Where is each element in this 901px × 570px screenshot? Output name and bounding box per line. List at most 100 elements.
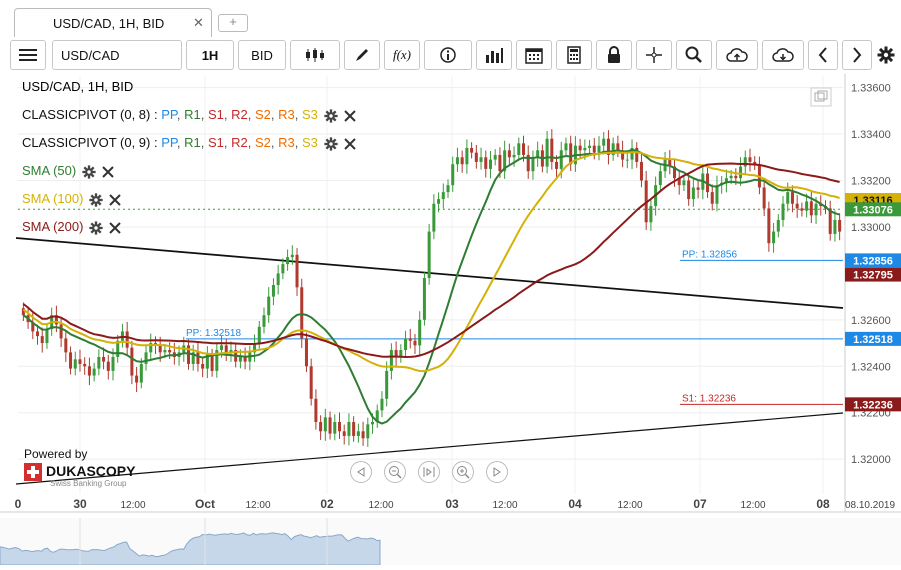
- candle: [597, 145, 601, 153]
- gear-icon[interactable]: [89, 192, 104, 207]
- add-tab-button[interactable]: +: [218, 14, 248, 32]
- separator: ,: [200, 107, 208, 122]
- expand-chart-button[interactable]: [810, 87, 832, 107]
- zoom-in-button[interactable]: [452, 461, 474, 483]
- chart-type-button[interactable]: [290, 40, 340, 70]
- zoom-out-icon: [389, 466, 402, 479]
- hamburger-icon: [19, 49, 37, 61]
- side-select[interactable]: BID: [238, 40, 286, 70]
- price-marker: [845, 202, 901, 217]
- candle: [602, 138, 606, 146]
- upload-button[interactable]: [716, 40, 758, 70]
- gear-icon[interactable]: [324, 136, 338, 151]
- pivot-indicator-row: CLASSICPIVOT (0, 9) : PP, R1, S1, R2, S2…: [22, 134, 356, 152]
- bar-chart-icon: [486, 48, 503, 63]
- zoom-button[interactable]: [676, 40, 712, 70]
- candle: [776, 219, 780, 232]
- indicators-button[interactable]: f(x): [384, 40, 420, 70]
- menu-button[interactable]: [10, 40, 46, 70]
- candle: [59, 324, 63, 339]
- scroll-left-button[interactable]: [808, 40, 838, 70]
- separator: ,: [294, 107, 302, 122]
- pivot-level-label: R1: [184, 135, 201, 150]
- candle: [385, 370, 389, 399]
- price-chart[interactable]: 1.33600 1.33400 1.33200 1.33000 1.32600 1.324…: [0, 74, 901, 566]
- zoom-in-icon: [457, 466, 470, 479]
- close-icon[interactable]: [109, 193, 122, 206]
- chart-tab[interactable]: USD/CAD, 1H, BID ✕: [14, 8, 212, 37]
- candle: [281, 264, 285, 274]
- scroll-right-button[interactable]: [842, 40, 872, 70]
- calculator-button[interactable]: [556, 40, 592, 70]
- candle: [677, 178, 681, 186]
- candle: [399, 350, 403, 357]
- fit-button[interactable]: [418, 461, 440, 483]
- period-select[interactable]: 1H: [186, 40, 234, 70]
- candle: [658, 171, 662, 186]
- fx-label: f(x): [392, 47, 412, 62]
- candle: [78, 359, 82, 364]
- x-tick-label: 07: [693, 497, 707, 511]
- draw-button[interactable]: [344, 40, 380, 70]
- candle: [606, 138, 610, 155]
- gear-icon[interactable]: [82, 164, 96, 179]
- candle: [191, 352, 195, 364]
- candle: [87, 366, 91, 376]
- side-value: BID: [251, 47, 273, 63]
- candle: [144, 352, 148, 364]
- candle: [427, 231, 431, 279]
- crosshair-button[interactable]: [636, 40, 672, 70]
- sma-indicator-row: SMA (50): [22, 162, 114, 180]
- candle: [201, 363, 205, 369]
- close-icon[interactable]: [344, 137, 356, 150]
- zoom-out-button[interactable]: [384, 461, 406, 483]
- download-button[interactable]: [762, 40, 804, 70]
- lock-button[interactable]: [596, 40, 632, 70]
- candle: [762, 187, 766, 209]
- candle: [125, 331, 129, 348]
- candle: [267, 296, 271, 316]
- info-button[interactable]: [424, 40, 472, 70]
- candle: [276, 273, 280, 285]
- candle: [649, 206, 653, 223]
- nav-forward-button[interactable]: [486, 461, 508, 483]
- candle: [555, 161, 559, 169]
- price-marker-label: 1.32856: [853, 255, 893, 267]
- candle: [531, 157, 535, 172]
- chart-area[interactable]: 1.33600 1.33400 1.33200 1.33000 1.32600 1.324…: [0, 74, 901, 570]
- candle: [215, 350, 219, 371]
- close-icon[interactable]: ✕: [193, 15, 204, 30]
- candle: [616, 143, 620, 151]
- gear-icon[interactable]: [89, 220, 104, 235]
- candle: [342, 431, 346, 436]
- candle: [729, 175, 733, 179]
- calendar-button[interactable]: [516, 40, 552, 70]
- candle: [838, 219, 842, 232]
- instrument-select[interactable]: USD/CAD: [52, 40, 182, 70]
- dukascopy-logo: DUKASCOPY Swiss Banking Group: [24, 463, 136, 488]
- close-icon[interactable]: [102, 165, 114, 178]
- nav-back-button[interactable]: [350, 461, 372, 483]
- pivot-level-label: PP: [161, 107, 177, 122]
- candle: [550, 138, 554, 162]
- cloud-download-icon: [772, 48, 794, 62]
- candle: [196, 352, 200, 364]
- candle: [408, 338, 412, 341]
- candle: [300, 287, 304, 339]
- candle: [451, 164, 455, 186]
- price-marker: [845, 397, 901, 412]
- separator: ,: [270, 135, 279, 150]
- candle: [347, 422, 351, 436]
- separator: ,: [247, 135, 255, 150]
- settings-button[interactable]: [874, 40, 898, 70]
- candle: [753, 161, 757, 165]
- candle: [635, 147, 639, 162]
- gear-icon[interactable]: [324, 108, 338, 123]
- close-icon[interactable]: [344, 109, 356, 122]
- y-tick-label: 1.32600: [851, 315, 891, 327]
- cloud-upload-icon: [726, 48, 748, 62]
- close-icon[interactable]: [109, 221, 122, 234]
- bar-chart-button[interactable]: [476, 40, 512, 70]
- triangle-right-icon: [493, 467, 501, 477]
- x-tick-label: 0: [15, 497, 22, 511]
